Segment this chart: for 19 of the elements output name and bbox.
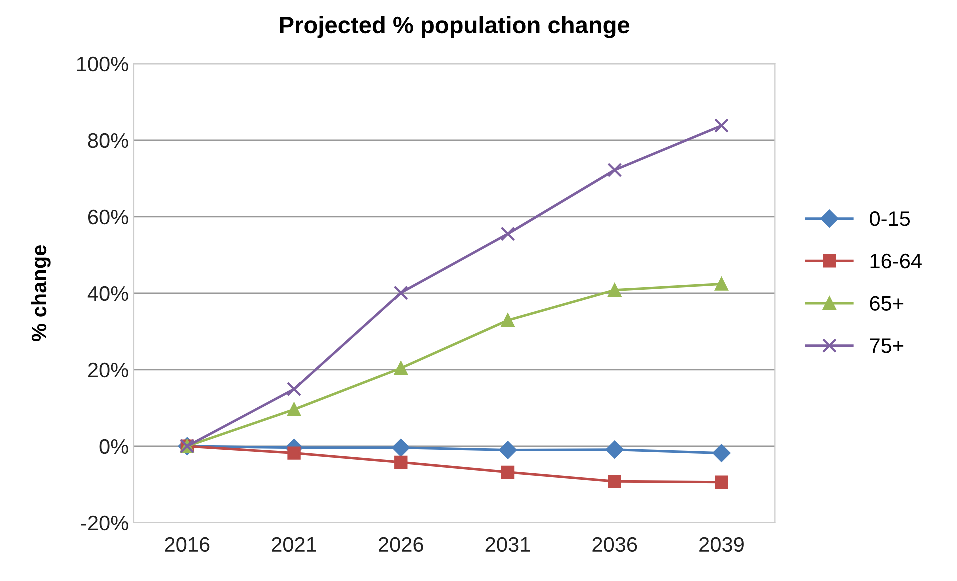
x-tick-label: 2031 [486, 537, 530, 552]
x-tick-label: 2021 [272, 537, 316, 552]
legend-label: 65+ [870, 296, 904, 311]
chart-title: Projected % population change [280, 16, 630, 38]
y-tick-label: 80% [88, 133, 128, 148]
y-tick-label: 0% [100, 439, 128, 454]
legend-label: 16-64 [870, 254, 922, 269]
x-tick-label: 2039 [700, 537, 744, 552]
y-tick-label: 60% [88, 210, 128, 225]
y-tick-label: -20% [81, 516, 128, 531]
y-tick-label: 40% [88, 286, 128, 302]
legend-label: 0-15 [870, 212, 910, 226]
y-axis-title: % change [31, 245, 51, 342]
legend-label: 75+ [870, 338, 904, 354]
y-tick-label: 100% [77, 56, 128, 72]
x-tick-label: 2016 [165, 537, 210, 552]
x-tick-label: 2036 [592, 537, 638, 552]
y-tick-label: 20% [88, 362, 128, 378]
x-tick-label: 2026 [379, 537, 424, 552]
